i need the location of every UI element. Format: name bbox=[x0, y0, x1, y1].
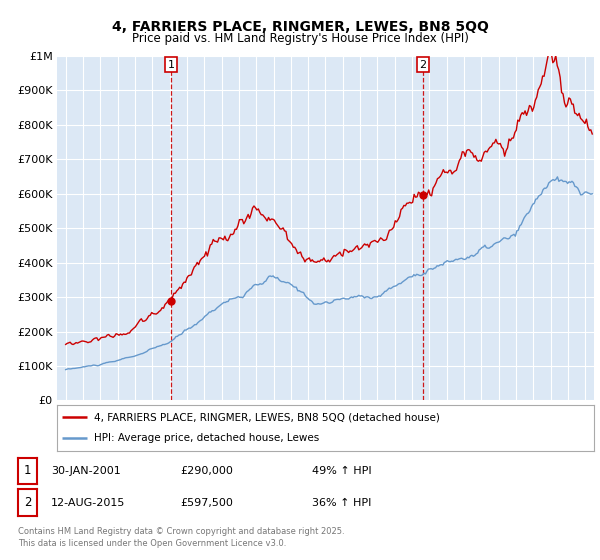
Text: Price paid vs. HM Land Registry's House Price Index (HPI): Price paid vs. HM Land Registry's House … bbox=[131, 32, 469, 45]
Text: 49% ↑ HPI: 49% ↑ HPI bbox=[312, 466, 371, 476]
Text: 2: 2 bbox=[419, 59, 427, 69]
Text: £290,000: £290,000 bbox=[180, 466, 233, 476]
Text: 4, FARRIERS PLACE, RINGMER, LEWES, BN8 5QQ: 4, FARRIERS PLACE, RINGMER, LEWES, BN8 5… bbox=[112, 20, 488, 34]
Text: 1: 1 bbox=[167, 59, 175, 69]
Text: 2: 2 bbox=[24, 496, 31, 510]
Text: 30-JAN-2001: 30-JAN-2001 bbox=[51, 466, 121, 476]
Text: 12-AUG-2015: 12-AUG-2015 bbox=[51, 498, 125, 508]
Text: 1: 1 bbox=[24, 464, 31, 478]
Text: Contains HM Land Registry data © Crown copyright and database right 2025.
This d: Contains HM Land Registry data © Crown c… bbox=[18, 527, 344, 548]
Text: 36% ↑ HPI: 36% ↑ HPI bbox=[312, 498, 371, 508]
Text: HPI: Average price, detached house, Lewes: HPI: Average price, detached house, Lewe… bbox=[94, 433, 319, 444]
Text: £597,500: £597,500 bbox=[180, 498, 233, 508]
Text: 4, FARRIERS PLACE, RINGMER, LEWES, BN8 5QQ (detached house): 4, FARRIERS PLACE, RINGMER, LEWES, BN8 5… bbox=[94, 412, 439, 422]
